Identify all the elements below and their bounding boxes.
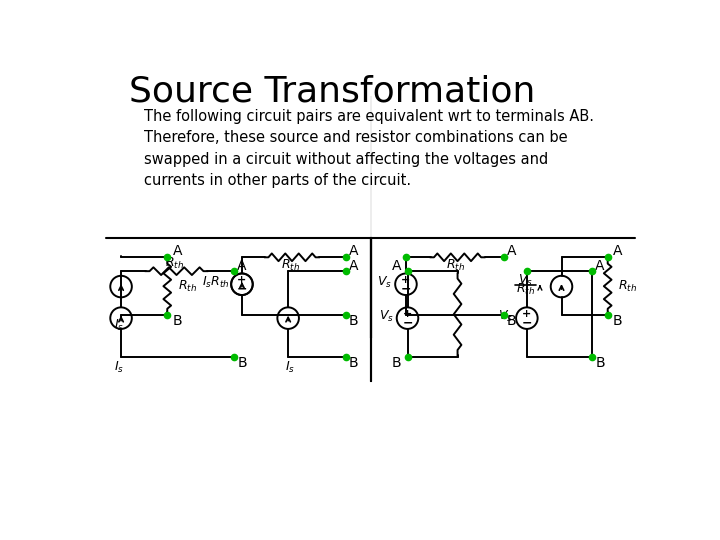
Text: B: B bbox=[238, 356, 247, 370]
Text: $R_{th}$: $R_{th}$ bbox=[516, 282, 535, 297]
Text: +: + bbox=[401, 275, 410, 285]
Text: −: − bbox=[237, 282, 247, 295]
Text: $I_s$: $I_s$ bbox=[114, 360, 125, 375]
Text: B: B bbox=[173, 314, 182, 328]
Text: A: A bbox=[238, 259, 247, 273]
Text: $R_{th}$: $R_{th}$ bbox=[618, 279, 637, 294]
Text: $V_s$: $V_s$ bbox=[518, 273, 533, 288]
Text: $R_{th}$: $R_{th}$ bbox=[178, 279, 197, 294]
Text: $V_s$: $V_s$ bbox=[377, 275, 392, 291]
Text: −: − bbox=[401, 282, 411, 295]
Text: A: A bbox=[613, 244, 623, 258]
Text: +: + bbox=[238, 275, 246, 285]
Text: B: B bbox=[613, 314, 623, 328]
Text: B: B bbox=[392, 356, 401, 370]
Text: A: A bbox=[349, 244, 359, 258]
Text: A: A bbox=[595, 259, 605, 273]
Text: $V_s$: $V_s$ bbox=[379, 309, 394, 324]
Text: $R_{th}$: $R_{th}$ bbox=[446, 258, 466, 273]
Text: $R_{th}$: $R_{th}$ bbox=[165, 256, 184, 271]
Text: Source Transformation: Source Transformation bbox=[129, 75, 535, 109]
Text: −: − bbox=[402, 316, 413, 329]
Text: $R_{th}$: $R_{th}$ bbox=[281, 258, 300, 273]
Text: $I_s R_{th}$: $I_s R_{th}$ bbox=[202, 275, 230, 291]
Text: A: A bbox=[392, 259, 401, 273]
Text: A: A bbox=[173, 244, 182, 258]
Text: −: − bbox=[521, 316, 532, 329]
Text: $I_s$: $I_s$ bbox=[284, 360, 294, 375]
Text: $V_s$: $V_s$ bbox=[498, 309, 513, 324]
Text: B: B bbox=[349, 314, 359, 328]
Text: $I_s$: $I_s$ bbox=[114, 318, 125, 333]
Text: +: + bbox=[403, 308, 412, 319]
Text: B: B bbox=[507, 314, 516, 328]
Text: +: + bbox=[522, 308, 531, 319]
Text: The following circuit pairs are equivalent wrt to terminals AB.
Therefore, these: The following circuit pairs are equivale… bbox=[144, 109, 594, 188]
Text: B: B bbox=[349, 356, 359, 370]
Text: A: A bbox=[507, 244, 516, 258]
Text: A: A bbox=[349, 259, 359, 273]
Text: B: B bbox=[595, 356, 605, 370]
